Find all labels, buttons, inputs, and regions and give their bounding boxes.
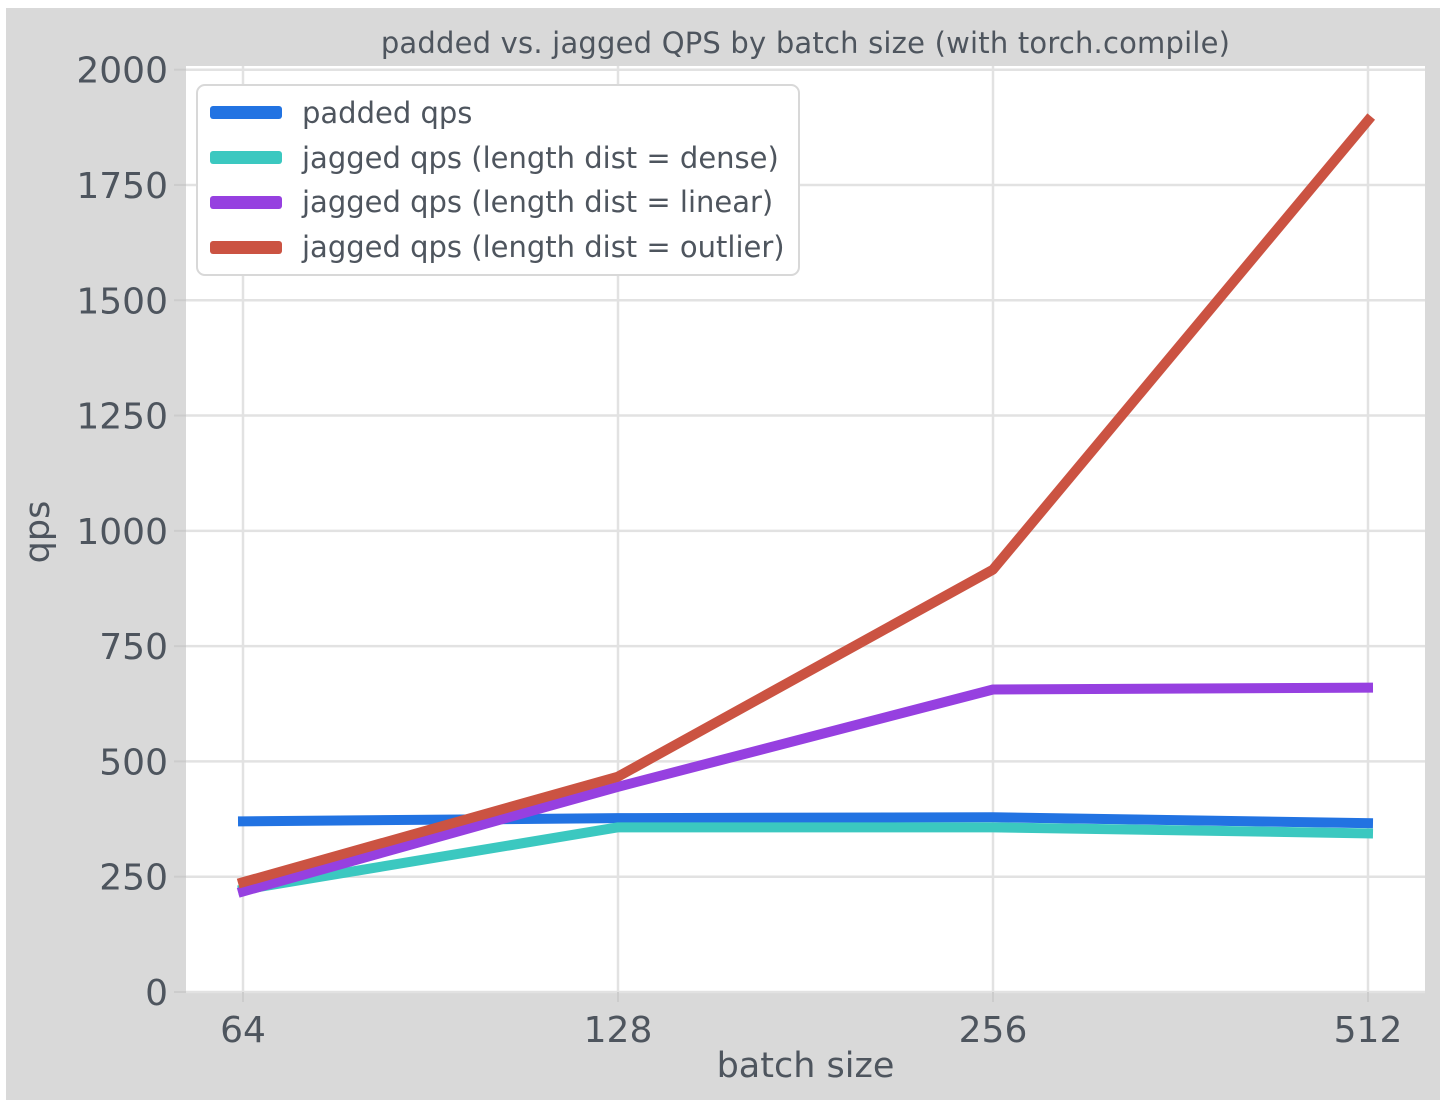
y-tick-label: 1000 [76,512,168,553]
chart-title: padded vs. jagged QPS by batch size (wit… [380,26,1231,60]
legend-label: jagged qps (length dist = outlier) [302,230,785,265]
legend-label: jagged qps (length dist = linear) [302,185,774,220]
series-line-2 [236,682,1374,898]
legend-item: jagged qps (length dist = outlier) [210,225,798,269]
legend-swatch [210,195,282,209]
y-tick-label: 1250 [76,397,168,438]
legend: padded qps jagged qps (length dist = dens… [196,84,800,276]
y-tick-label: 1500 [76,281,168,322]
legend-swatch [210,240,282,254]
y-tick-label: 1750 [76,166,168,207]
y-tick-label: 500 [99,742,168,783]
legend-item: padded qps [210,91,798,135]
series-line-1 [237,822,1374,896]
legend-label: padded qps [302,95,473,130]
legend-item: jagged qps (length dist = linear) [210,180,798,224]
x-tick-label: 128 [584,1010,653,1051]
y-axis-label: qps [18,500,58,564]
x-tick-label: 256 [959,1010,1028,1051]
legend-swatch [210,151,282,165]
y-tick-label: 750 [99,627,168,668]
series-line-3 [236,113,1376,889]
y-tick-label: 2000 [76,51,168,92]
y-tick-label: 0 [145,973,168,1014]
legend-label: jagged qps (length dist = dense) [302,140,779,175]
series-line-0 [237,812,1374,829]
y-tick-label: 250 [99,858,168,899]
legend-swatch [210,106,282,120]
x-axis-label: batch size [716,1046,895,1086]
x-tick-label: 64 [220,1010,266,1051]
x-tick-label: 512 [1334,1010,1403,1051]
legend-item: jagged qps (length dist = dense) [210,136,798,180]
